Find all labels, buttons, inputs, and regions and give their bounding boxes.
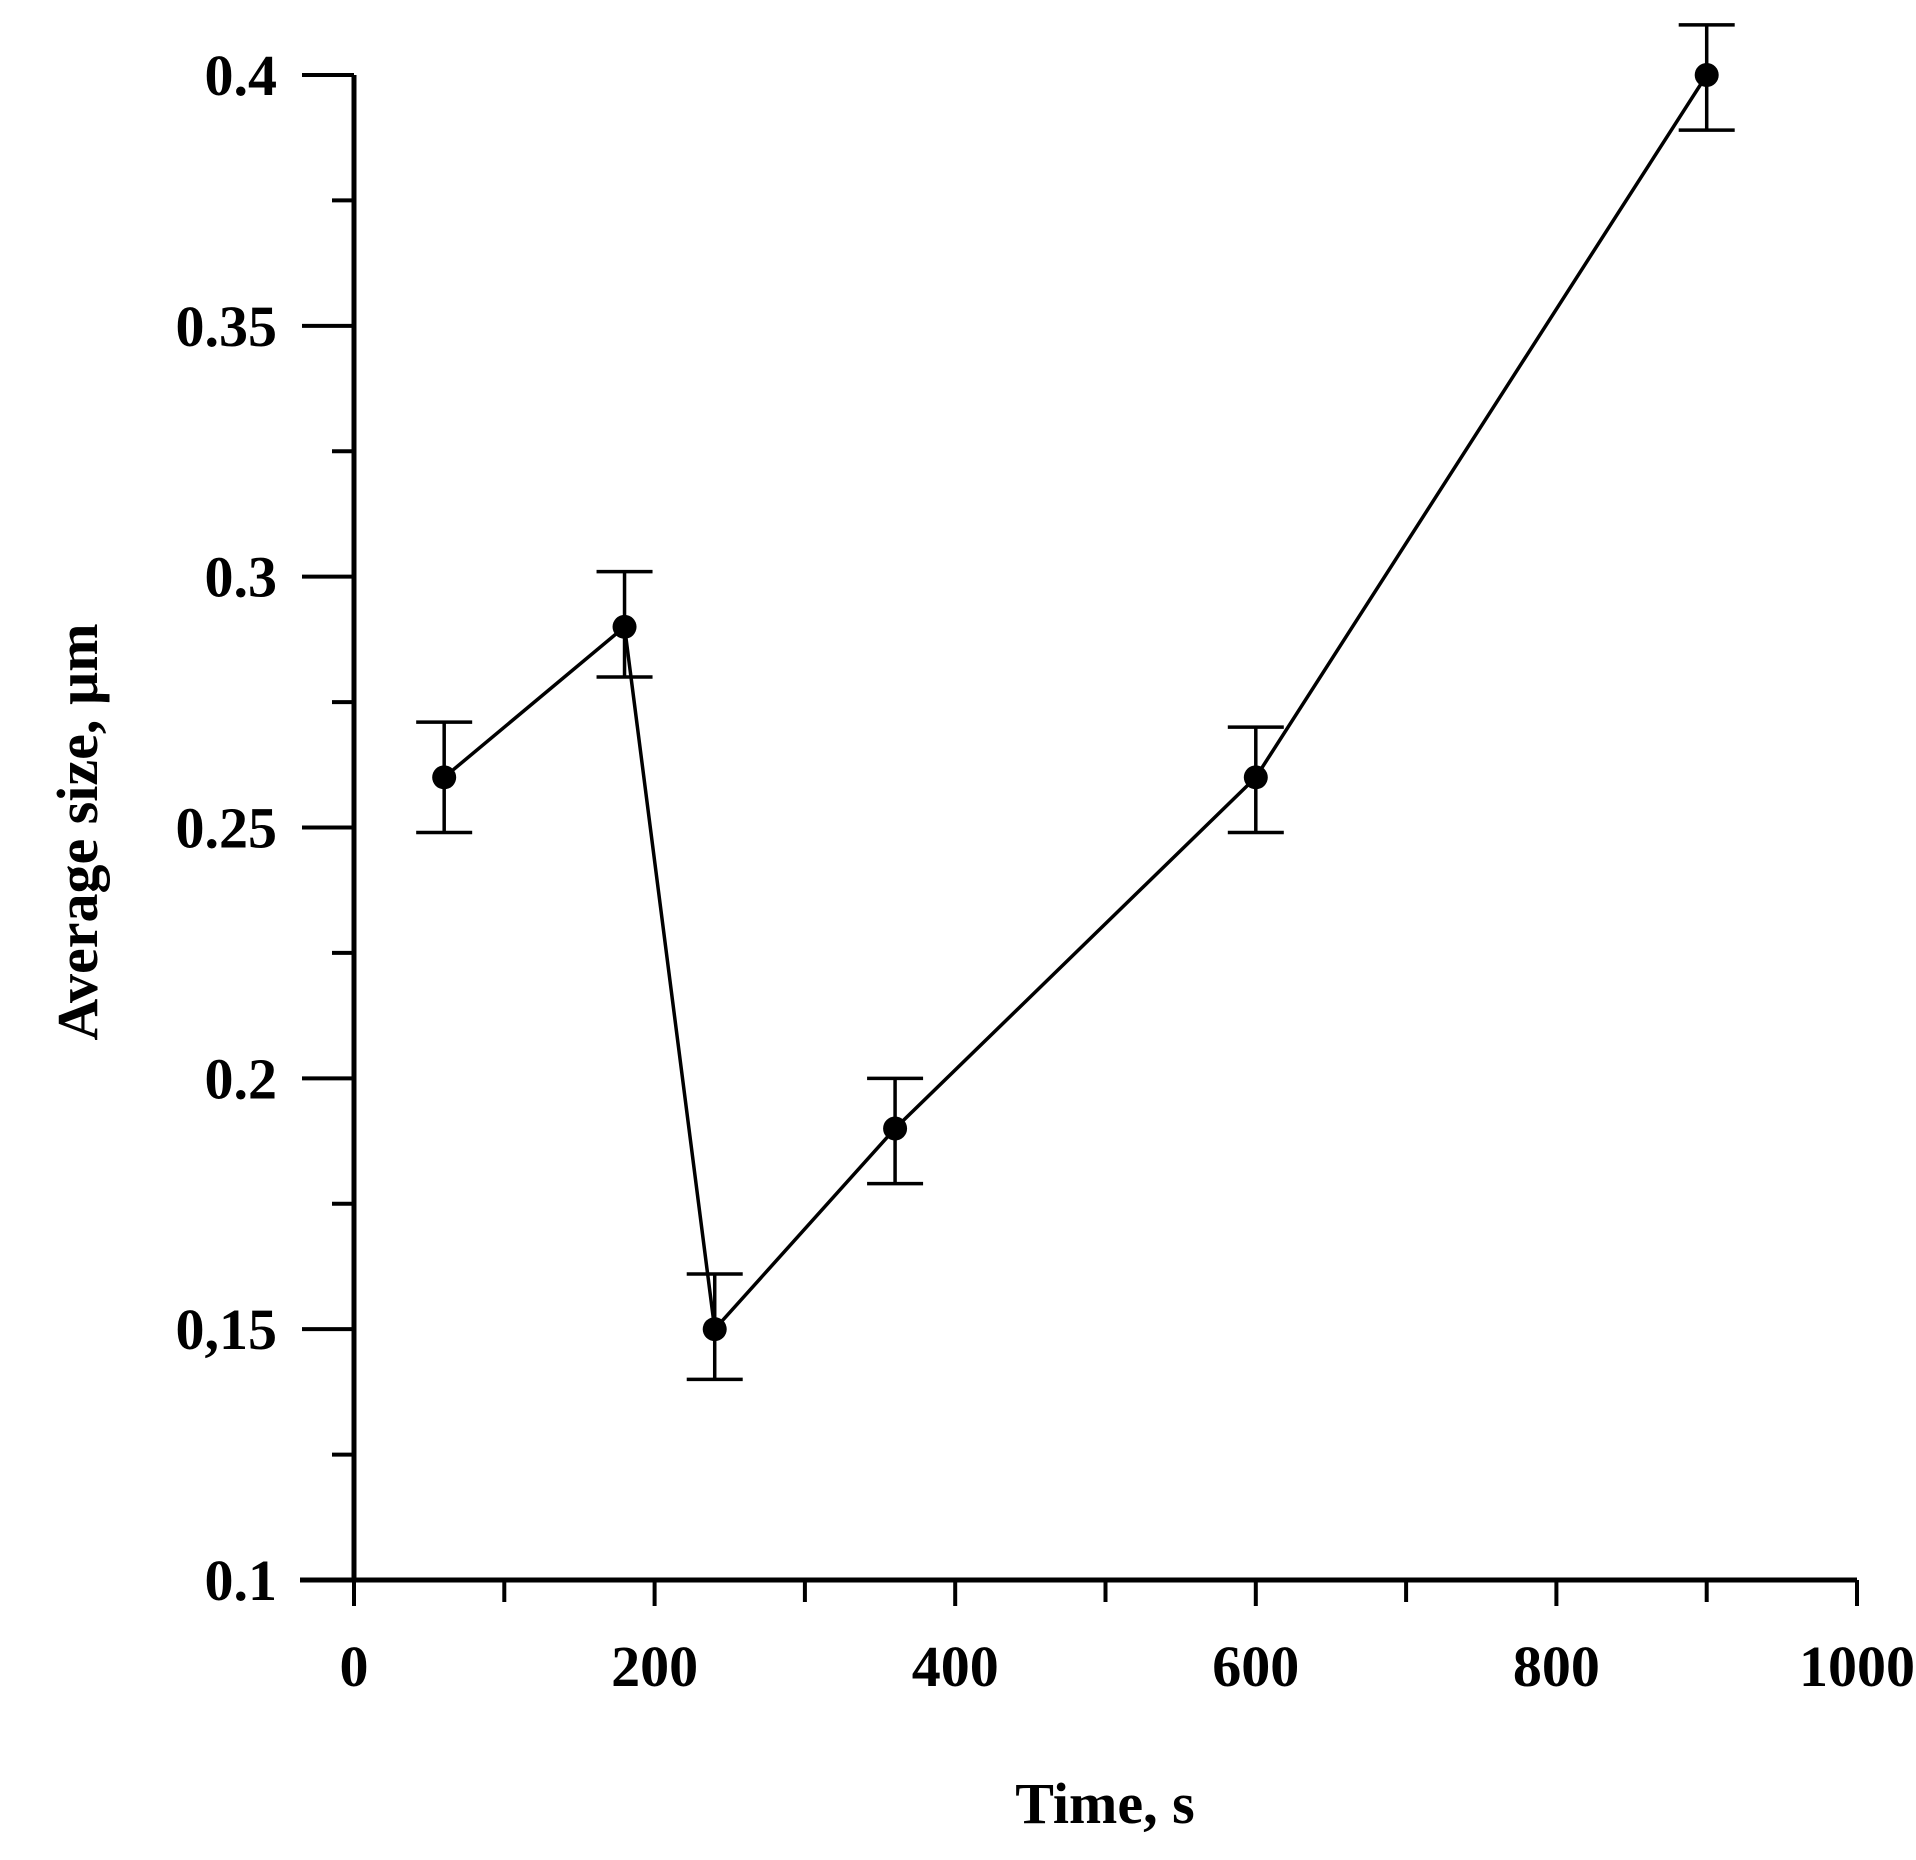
data-point bbox=[612, 614, 637, 639]
y-tick-label: 0.2 bbox=[205, 1046, 278, 1111]
y-tick-label: 0.3 bbox=[205, 545, 278, 610]
y-tick-label: 0.25 bbox=[176, 796, 278, 861]
x-tick-label: 1000 bbox=[1799, 1634, 1915, 1699]
axes bbox=[300, 75, 1857, 1583]
data-point bbox=[1694, 63, 1719, 87]
data-point bbox=[702, 1317, 727, 1342]
data-point bbox=[432, 765, 457, 790]
x-tick-label: 600 bbox=[1212, 1634, 1299, 1699]
ticks: 0 200 400 600 800 1000 0.1 0,15 0.2 0.25 0.3 0.35 0.… bbox=[176, 43, 1916, 1699]
y-tick-label: 0.35 bbox=[176, 294, 278, 359]
y-axis-title: Average size, µm bbox=[45, 623, 110, 1040]
series bbox=[416, 23, 1735, 1382]
x-tick-label: 800 bbox=[1513, 1634, 1600, 1699]
x-axis-title: Time, s bbox=[1015, 1771, 1194, 1836]
x-tick-label: 400 bbox=[912, 1634, 999, 1699]
y-tick-label: 0.4 bbox=[205, 43, 278, 108]
y-tick-label: 0,15 bbox=[176, 1297, 278, 1362]
series-line bbox=[443, 74, 1709, 1334]
y-tick-label: 0.1 bbox=[205, 1548, 278, 1613]
x-tick-label: 0 bbox=[340, 1634, 369, 1699]
data-point bbox=[1243, 765, 1268, 790]
x-tick-label: 200 bbox=[611, 1634, 698, 1699]
data-point bbox=[883, 1116, 908, 1141]
